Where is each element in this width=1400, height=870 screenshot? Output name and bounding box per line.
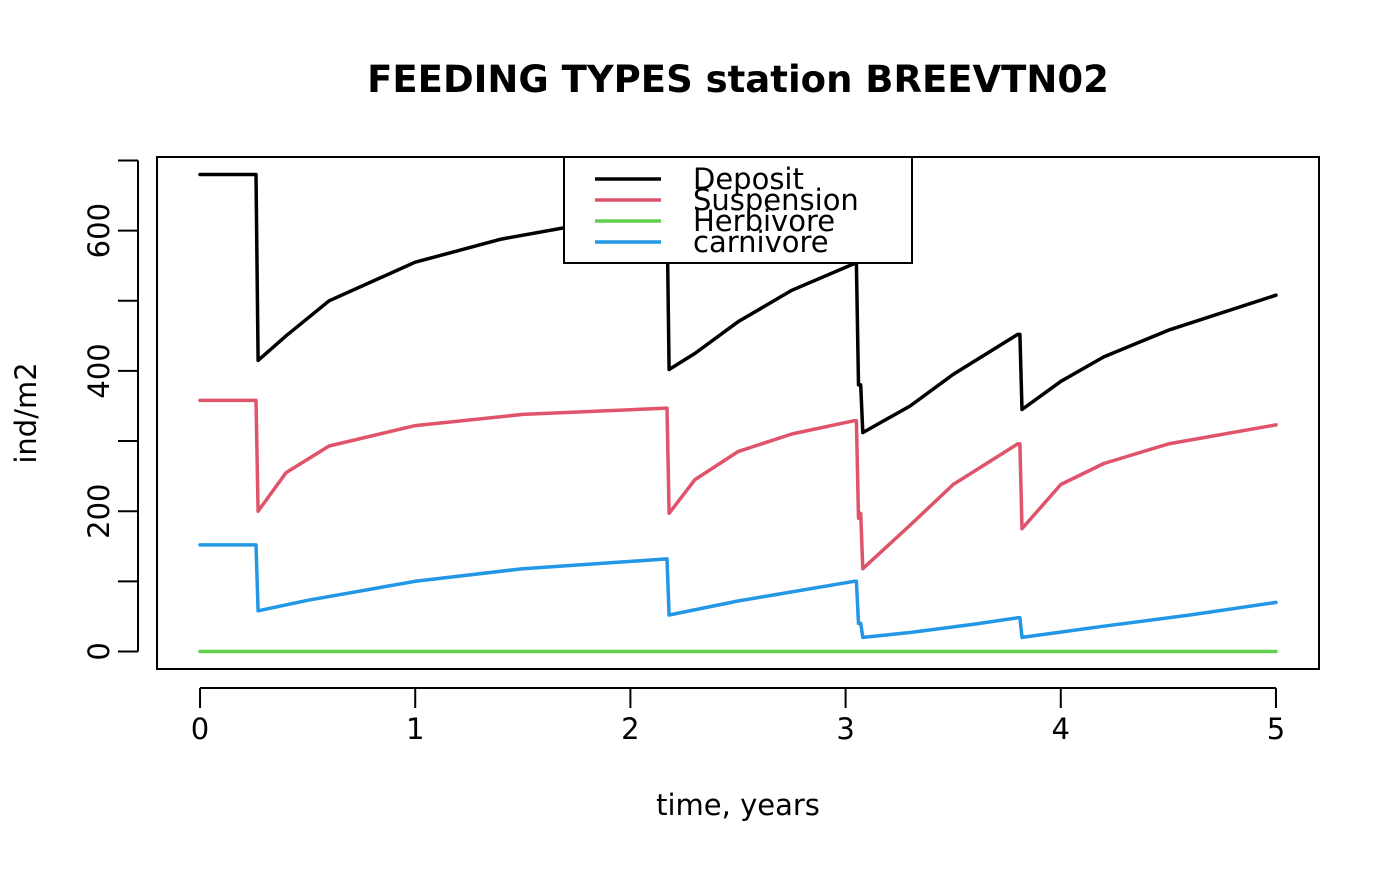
series-line-deposit (198, 172, 1278, 435)
x-tick-label: 2 (621, 712, 639, 746)
y-tick-label: 200 (82, 484, 116, 539)
y-tick-label: 400 (82, 343, 116, 398)
x-tick-label: 3 (836, 712, 854, 746)
x-tick-label: 4 (1052, 712, 1070, 746)
legend-label-deposit: Deposit (693, 162, 804, 196)
series-line-carnivore (198, 543, 1278, 640)
x-tick-label: 1 (406, 712, 424, 746)
chart-title: FEEDING TYPES station BREEVTN02 (367, 58, 1109, 101)
series-line-suspension (198, 398, 1278, 571)
legend-label-carnivore: carnivore (693, 225, 829, 259)
legend-label-herbivore: Herbivore (693, 204, 835, 238)
y-axis-label: ind/m2 (9, 362, 43, 463)
legend-box (563, 156, 913, 264)
y-tick-label: 0 (82, 642, 116, 660)
x-tick-label: 0 (191, 712, 209, 746)
series-layer (198, 172, 1278, 654)
legend-label-suspension: Suspension (693, 183, 859, 217)
y-tick-label: 600 (82, 203, 116, 258)
x-axis: 0 1 2 3 4 5 (191, 687, 1285, 746)
x-axis-label: time, years (656, 788, 820, 822)
x-tick-label: 5 (1267, 712, 1285, 746)
y-axis: 0 200 400 600 (82, 159, 139, 661)
